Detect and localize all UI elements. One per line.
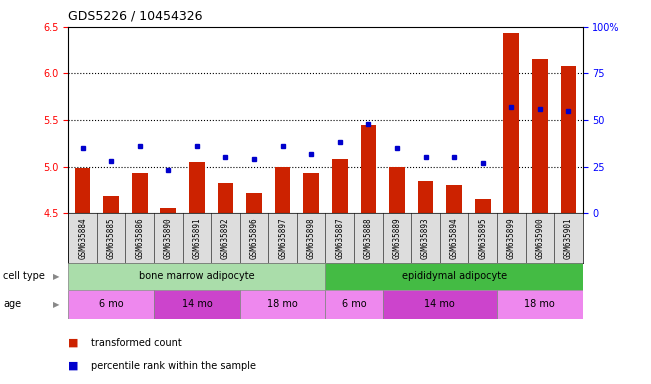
Bar [389, 167, 405, 213]
Text: GSM635898: GSM635898 [307, 217, 316, 259]
Text: GSM635900: GSM635900 [535, 217, 544, 259]
Text: GSM635889: GSM635889 [393, 217, 402, 259]
Text: percentile rank within the sample: percentile rank within the sample [91, 361, 256, 371]
Bar [361, 125, 376, 213]
Bar [246, 193, 262, 213]
Text: GSM635892: GSM635892 [221, 217, 230, 259]
Text: GSM635885: GSM635885 [107, 217, 116, 259]
Text: GDS5226 / 10454326: GDS5226 / 10454326 [68, 10, 203, 23]
Bar [475, 199, 490, 213]
Text: transformed count: transformed count [91, 338, 182, 348]
Bar [154, 290, 240, 319]
Bar [326, 290, 383, 319]
Text: GSM635884: GSM635884 [78, 217, 87, 259]
Text: bone marrow adipocyte: bone marrow adipocyte [139, 271, 255, 281]
Text: GSM635888: GSM635888 [364, 217, 373, 259]
Text: ■: ■ [68, 361, 79, 371]
Bar [418, 180, 434, 213]
Bar [275, 167, 290, 213]
Text: 18 mo: 18 mo [268, 299, 298, 310]
Text: 14 mo: 14 mo [182, 299, 212, 310]
Bar [561, 66, 576, 213]
Text: GSM635895: GSM635895 [478, 217, 487, 259]
Text: GSM635887: GSM635887 [335, 217, 344, 259]
Bar [75, 169, 90, 213]
Text: GSM635893: GSM635893 [421, 217, 430, 259]
Text: ▶: ▶ [53, 300, 60, 309]
Bar [68, 290, 154, 319]
Text: cell type: cell type [3, 271, 45, 281]
Text: 18 mo: 18 mo [525, 299, 555, 310]
Bar [497, 290, 583, 319]
Text: epididymal adipocyte: epididymal adipocyte [402, 271, 506, 281]
Text: GSM635896: GSM635896 [249, 217, 258, 259]
Text: GSM635890: GSM635890 [164, 217, 173, 259]
Text: age: age [3, 299, 21, 310]
Bar [104, 196, 119, 213]
Bar [161, 209, 176, 213]
Bar [326, 263, 583, 290]
Bar [132, 173, 148, 213]
Text: ■: ■ [68, 338, 79, 348]
Text: ▶: ▶ [53, 272, 60, 281]
Text: 6 mo: 6 mo [342, 299, 367, 310]
Text: 14 mo: 14 mo [424, 299, 455, 310]
Text: GSM635901: GSM635901 [564, 217, 573, 259]
Bar [532, 60, 547, 213]
Text: GSM635886: GSM635886 [135, 217, 145, 259]
Bar [332, 159, 348, 213]
Text: GSM635891: GSM635891 [193, 217, 201, 259]
Bar [383, 290, 497, 319]
Bar [68, 263, 326, 290]
Bar [503, 33, 519, 213]
Bar [446, 185, 462, 213]
Bar [217, 183, 233, 213]
Bar [240, 290, 326, 319]
Text: GSM635897: GSM635897 [278, 217, 287, 259]
Text: 6 mo: 6 mo [99, 299, 124, 310]
Bar [303, 173, 319, 213]
Bar [189, 162, 205, 213]
Text: GSM635894: GSM635894 [450, 217, 458, 259]
Text: GSM635899: GSM635899 [506, 217, 516, 259]
